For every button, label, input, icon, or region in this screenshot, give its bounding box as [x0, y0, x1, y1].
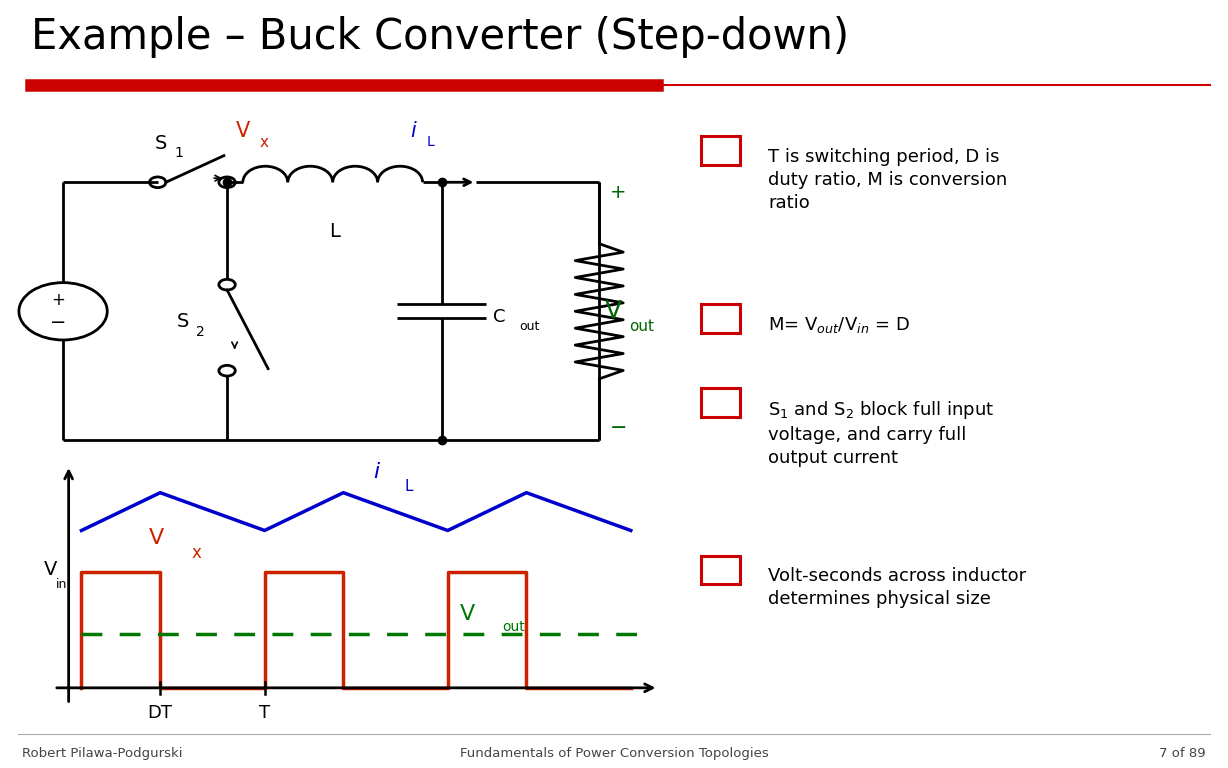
- Text: x: x: [259, 134, 268, 150]
- Text: Robert Pilawa-Podgurski: Robert Pilawa-Podgurski: [22, 747, 183, 760]
- Text: V: V: [460, 604, 475, 624]
- FancyBboxPatch shape: [701, 304, 740, 333]
- Text: out: out: [630, 319, 655, 334]
- Text: Example – Buck Converter (Step-down): Example – Buck Converter (Step-down): [31, 16, 849, 58]
- Text: T: T: [259, 704, 270, 723]
- Text: −: −: [609, 418, 626, 438]
- Text: Volt-seconds across inductor
determines physical size: Volt-seconds across inductor determines …: [769, 567, 1027, 608]
- Text: in: in: [55, 578, 66, 591]
- Text: V: V: [149, 528, 165, 548]
- Text: +: +: [610, 183, 626, 202]
- Text: S: S: [177, 312, 189, 331]
- Text: i: i: [373, 462, 379, 482]
- Text: +: +: [52, 291, 65, 309]
- Text: x: x: [192, 544, 201, 561]
- Text: S$_1$ and S$_2$ block full input
voltage, and carry full
output current: S$_1$ and S$_2$ block full input voltage…: [769, 399, 995, 467]
- Text: 2: 2: [196, 325, 205, 339]
- Text: T is switching period, D is
duty ratio, M is conversion
ratio: T is switching period, D is duty ratio, …: [769, 147, 1008, 211]
- FancyBboxPatch shape: [701, 388, 740, 416]
- Text: DT: DT: [147, 704, 173, 723]
- FancyBboxPatch shape: [701, 136, 740, 165]
- Text: Fundamentals of Power Conversion Topologies: Fundamentals of Power Conversion Topolog…: [459, 747, 769, 760]
- Text: L: L: [405, 478, 414, 494]
- Text: out: out: [502, 621, 526, 634]
- Text: S: S: [155, 134, 167, 153]
- Text: M= V$_{out}$/V$_{in}$ = D: M= V$_{out}$/V$_{in}$ = D: [769, 316, 910, 336]
- Text: V: V: [604, 300, 621, 323]
- Text: 1: 1: [174, 146, 183, 160]
- Text: V: V: [44, 560, 58, 579]
- FancyBboxPatch shape: [701, 555, 740, 584]
- Text: C: C: [494, 309, 506, 326]
- Text: V: V: [236, 121, 251, 141]
- Text: 7 of 89: 7 of 89: [1159, 747, 1206, 760]
- Text: L: L: [426, 135, 433, 149]
- Text: −: −: [50, 313, 66, 333]
- Text: L: L: [329, 222, 340, 241]
- Text: i: i: [410, 121, 416, 141]
- Text: out: out: [519, 320, 539, 333]
